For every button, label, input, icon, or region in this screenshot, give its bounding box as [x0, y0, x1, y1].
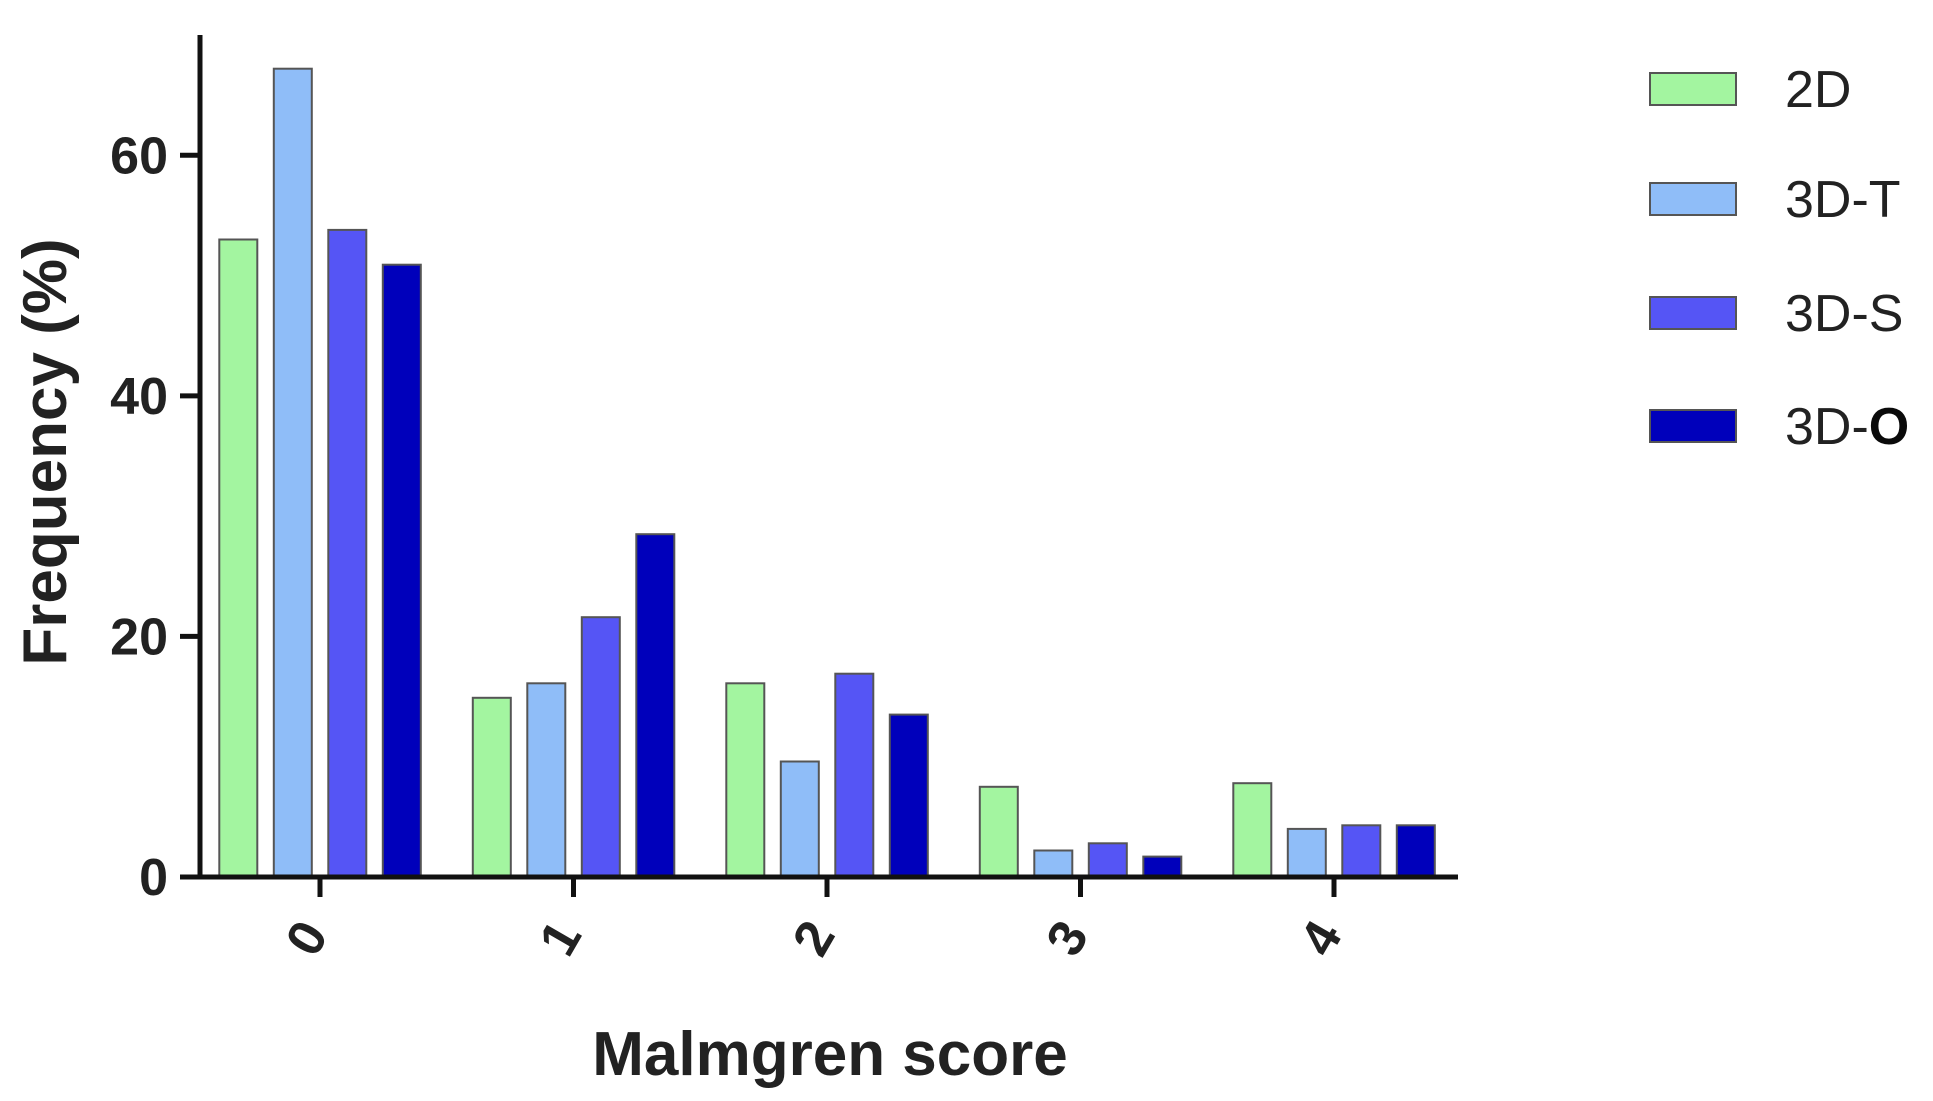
bar-2d-score-4 — [1232, 782, 1273, 879]
y-tick-label-40: 40 — [110, 368, 168, 426]
y-tick-label-20: 20 — [110, 608, 168, 666]
svg-text:2D: 2D — [1785, 61, 1851, 119]
bar-3d-t-score-4 — [1286, 827, 1327, 879]
bar-3d-s-score-4 — [1341, 824, 1382, 878]
y-axis-title: Frequency (%) — [11, 238, 80, 665]
bar-3d-o-score-4 — [1395, 824, 1436, 878]
x-axis-title: Malmgren score — [592, 1020, 1068, 1089]
x-tick-label-1: 1 — [528, 911, 593, 965]
legend-label-2d: 2D — [1785, 61, 1851, 119]
y-tick-label-60: 60 — [110, 127, 168, 185]
y-tick-label-0: 0 — [139, 849, 168, 907]
bar-3d-t-score-1 — [526, 682, 567, 878]
legend-label-3d-o-accent: O — [1869, 398, 1909, 456]
legend-label-3d-o-prefix: 3D- — [1785, 398, 1869, 456]
bar-3d-o-score-0 — [381, 263, 422, 878]
legend-swatch-2d — [1649, 72, 1737, 106]
bar-3d-s-score-2 — [834, 672, 875, 879]
legend-label-3d-t: 3D-T — [1785, 171, 1901, 229]
bars-layer — [218, 67, 1436, 879]
x-tick-label-2: 2 — [782, 911, 847, 965]
legend-item-2d: 2D — [1649, 61, 1851, 119]
bar-3d-s-score-0 — [327, 228, 368, 878]
bar-3d-s-score-3 — [1087, 842, 1128, 878]
svg-text:3D-O: 3D-O — [1785, 398, 1909, 456]
legend-swatch-3d-s — [1649, 296, 1737, 330]
bar-3d-t-score-2 — [779, 760, 820, 878]
bar-2d-score-3 — [978, 785, 1019, 878]
legend-item-3d-s: 3D-S — [1649, 285, 1903, 343]
x-tick-label-0: 0 — [275, 911, 340, 965]
legend-item-3d-o: 3D-O — [1649, 398, 1909, 456]
bar-3d-o-score-1 — [635, 533, 676, 878]
svg-text:3D-S: 3D-S — [1785, 285, 1903, 343]
legend-item-3d-t: 3D-T — [1649, 171, 1901, 229]
bar-2d-score-1 — [471, 696, 512, 878]
legend-swatch-3d-t — [1649, 182, 1737, 216]
bar-3d-t-score-0 — [272, 67, 313, 878]
bar-3d-s-score-1 — [580, 616, 621, 878]
legend: 2D 3D-T 3D-S 3D-O — [1649, 61, 1909, 456]
x-tick-label-3: 3 — [1035, 911, 1100, 965]
ticks-layer: 0 20 40 60 0 1 2 3 4 — [110, 127, 1354, 965]
bar-2d-score-2 — [725, 682, 766, 878]
svg-text:3D-T: 3D-T — [1785, 171, 1901, 229]
bar-2d-score-0 — [218, 238, 259, 878]
bar-3d-t-score-3 — [1033, 849, 1074, 878]
bar-3d-o-score-2 — [888, 713, 929, 878]
legend-label-3d-s: 3D-S — [1785, 285, 1903, 343]
x-tick-label-4: 4 — [1289, 911, 1354, 965]
legend-swatch-3d-o — [1649, 409, 1737, 443]
bar-3d-o-score-3 — [1142, 855, 1183, 878]
